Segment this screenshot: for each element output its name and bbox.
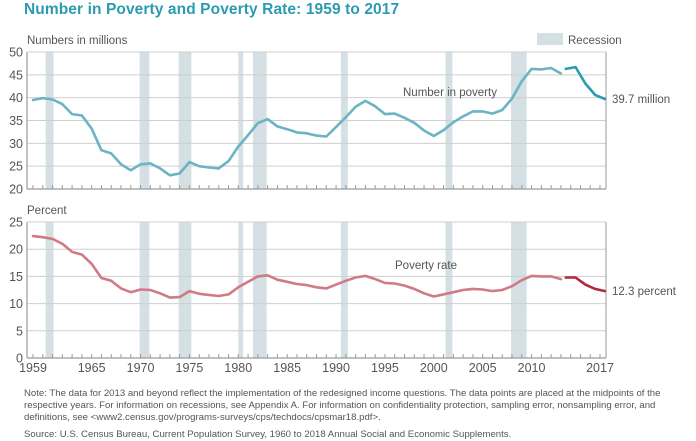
x-tick-label: 1980: [224, 361, 252, 375]
legend-recession-swatch: [537, 33, 563, 45]
y-tick-label: 25: [9, 216, 23, 230]
top-x-tickmarks: [32, 185, 601, 189]
series-line-redesigned: [564, 276, 607, 293]
y-tick-label: 30: [9, 137, 23, 151]
source-text: Source: U.S. Census Bureau, Current Popu…: [24, 428, 512, 440]
y-tick-label: 25: [9, 160, 23, 174]
number-in-poverty-series-label: Number in poverty: [403, 87, 497, 99]
x-tick-label: 1959: [19, 361, 47, 375]
recession-band: [238, 222, 244, 358]
recession-band: [252, 222, 267, 358]
recession-band: [445, 222, 453, 358]
number-in-poverty-end-label: 39.7 million: [612, 94, 670, 106]
y-tick-label: 20: [9, 243, 23, 257]
poverty-chart: Recession Numbers in millions 20 25 30 35 40…: [9, 33, 677, 375]
series-line-original: [31, 234, 563, 299]
y-tick-label: 50: [9, 46, 23, 60]
x-tick-label: 2000: [420, 361, 448, 375]
top-y-axis-label: Numbers in millions: [27, 35, 128, 47]
x-tick-label: 1970: [127, 361, 155, 375]
x-tick-label: 2017: [586, 361, 614, 375]
poverty-rate-end-label: 12.3 percent: [612, 286, 677, 298]
x-tick-label: 2005: [469, 361, 497, 375]
y-tick-label: 15: [9, 270, 23, 284]
recession-band: [511, 222, 527, 358]
x-tick-label: 2010: [518, 361, 546, 375]
legend-recession-label: Recession: [568, 35, 622, 47]
bottom-recession-bands: [45, 222, 527, 358]
x-tick-label: 1965: [78, 361, 106, 375]
bottom-x-tickmarks: [32, 354, 601, 358]
x-tick-label: 1975: [176, 361, 204, 375]
y-tick-label: 0: [16, 352, 23, 366]
bottom-y-axis-label: Percent: [27, 205, 67, 217]
bottom-series-lines: [31, 234, 607, 299]
chart-title: Number in Poverty and Poverty Rate: 1959…: [24, 1, 400, 18]
number-in-poverty-panel: Numbers in millions 20 25 30 35 40 45 50 Numbe…: [9, 35, 670, 197]
bottom-y-ticks: 0 5 10 15 20 25: [9, 216, 23, 366]
y-tick-label: 10: [9, 297, 23, 311]
top-gridlines: [26, 51, 607, 190]
recession-band: [45, 222, 54, 358]
recession-band: [178, 222, 192, 358]
y-tick-label: 5: [16, 324, 23, 338]
y-tick-label: 20: [9, 183, 23, 197]
top-series-lines: [31, 65, 607, 177]
chart-notes: Note: The data for 2013 and beyond refle…: [24, 388, 684, 441]
series-line-original: [31, 66, 563, 177]
x-tick-label: 1995: [371, 361, 399, 375]
series-line-redesigned: [564, 65, 607, 101]
top-y-ticks: 20 25 30 35 40 45 50: [9, 46, 23, 197]
y-tick-label: 40: [9, 91, 23, 105]
y-tick-label: 35: [9, 114, 23, 128]
y-tick-label: 45: [9, 68, 23, 82]
bottom-x-tick-labels: 1959 1965 1970 1975 1980 1985 1990 1995 2000 2005…: [19, 361, 614, 375]
note-text: Note: The data for 2013 and beyond refle…: [24, 388, 661, 424]
recession-band: [340, 222, 348, 358]
x-tick-label: 1990: [322, 361, 350, 375]
poverty-rate-series-label: Poverty rate: [395, 260, 457, 272]
x-tick-label: 1985: [273, 361, 301, 375]
